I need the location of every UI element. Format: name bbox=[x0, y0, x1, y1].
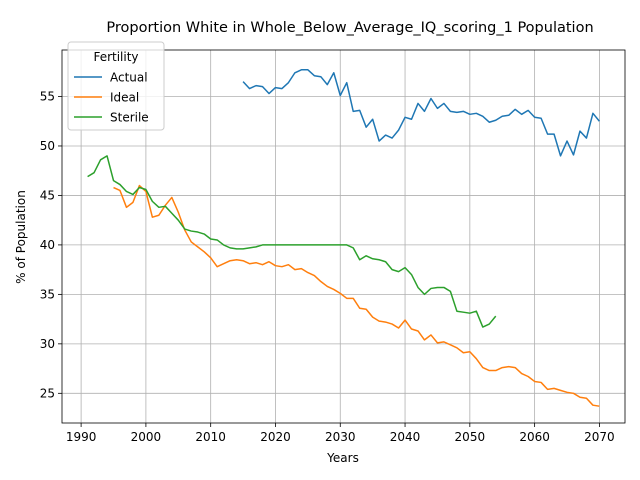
x-tick-label: 2000 bbox=[131, 430, 162, 444]
legend-label-actual: Actual bbox=[110, 71, 148, 85]
y-tick-label: 40 bbox=[40, 238, 55, 252]
y-tick-label: 25 bbox=[40, 386, 55, 400]
x-tick-label: 1990 bbox=[66, 430, 97, 444]
plot-area: 1990 2000 2010 2020 2030 2040 2050 2060 2070 25 3… bbox=[40, 49, 626, 444]
legend-items: Actual Ideal Sterile bbox=[74, 71, 149, 125]
series-line-sterile bbox=[87, 155, 497, 328]
x-tick-label: 2050 bbox=[455, 430, 486, 444]
y-tick-label: 45 bbox=[40, 188, 55, 202]
y-tick-label: 50 bbox=[40, 139, 55, 153]
chart-title: Proportion White in Whole_Below_Average_… bbox=[106, 20, 593, 36]
x-axis-ticks: 1990 2000 2010 2020 2030 2040 2050 2060 2070 bbox=[66, 423, 615, 444]
x-tick-label: 2070 bbox=[584, 430, 615, 444]
legend-box bbox=[67, 41, 165, 131]
y-tick-label: 35 bbox=[40, 287, 55, 301]
series-line-actual bbox=[242, 69, 600, 157]
legend-title: Fertility bbox=[93, 50, 138, 64]
y-axis-ticks: 25 30 35 40 45 50 55 bbox=[40, 90, 62, 400]
legend: Fertility Actual Ideal Sterile bbox=[67, 41, 165, 131]
y-tick-label: 30 bbox=[40, 337, 55, 351]
plot-frame bbox=[61, 49, 626, 424]
legend-label-sterile: Sterile bbox=[110, 111, 149, 125]
legend-label-ideal: Ideal bbox=[110, 91, 139, 105]
series-line-ideal bbox=[113, 184, 600, 407]
x-tick-label: 2010 bbox=[195, 430, 226, 444]
y-tick-label: 55 bbox=[40, 90, 55, 104]
series-lines bbox=[87, 69, 600, 407]
y-axis-label: % of Population bbox=[14, 190, 28, 284]
x-tick-label: 2060 bbox=[519, 430, 550, 444]
x-tick-label: 2030 bbox=[325, 430, 356, 444]
x-tick-label: 2020 bbox=[260, 430, 291, 444]
x-axis-label: Years bbox=[326, 451, 359, 465]
x-tick-label: 2040 bbox=[390, 430, 421, 444]
